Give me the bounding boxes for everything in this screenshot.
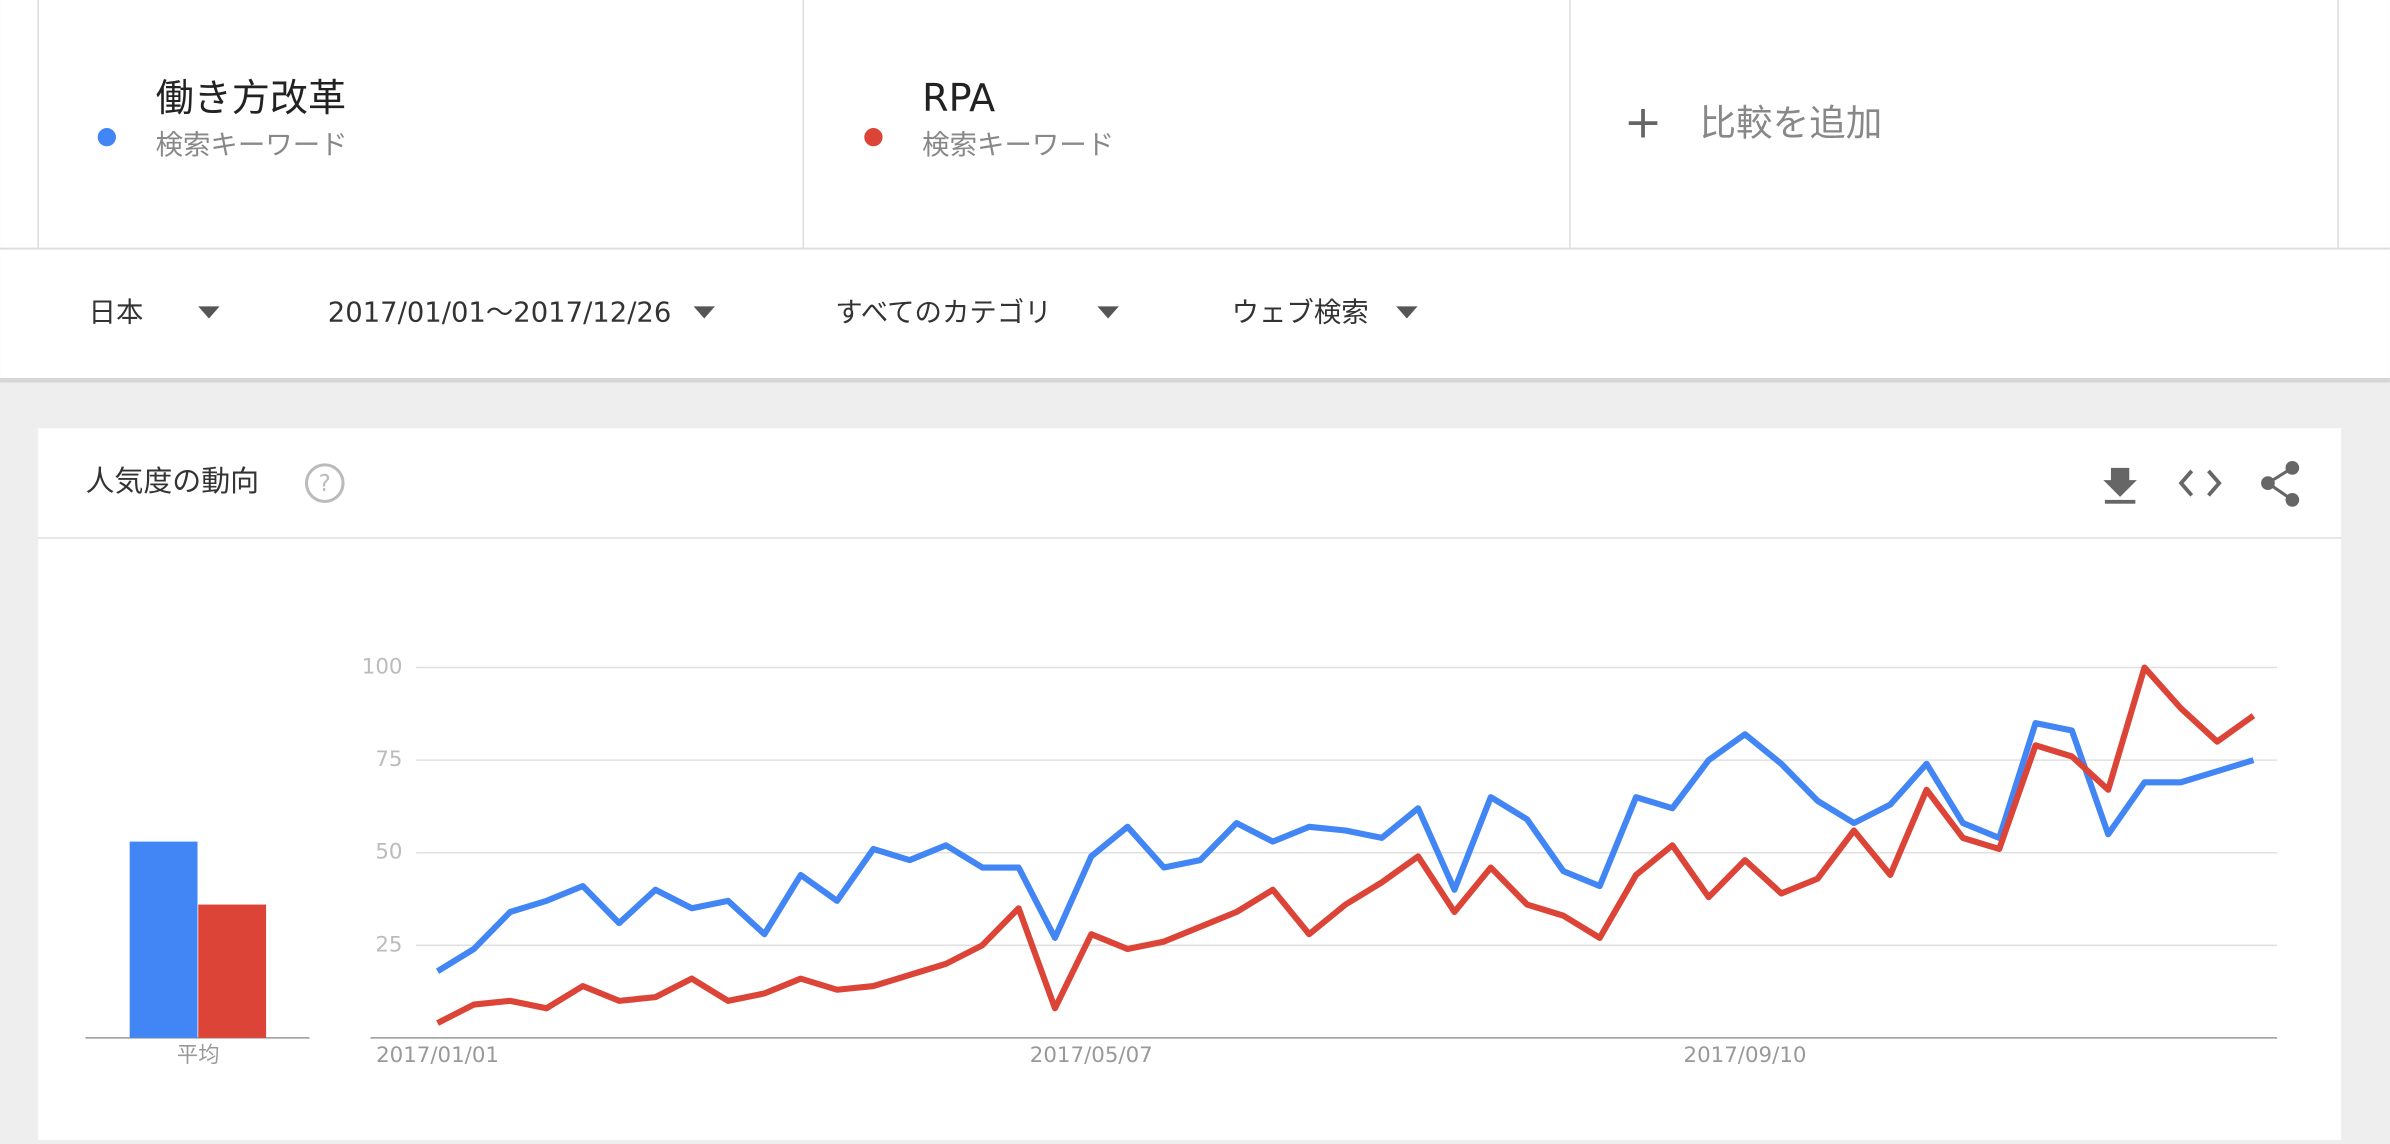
term-dot bbox=[864, 128, 883, 147]
filter[interactable]: 日本 bbox=[89, 297, 144, 328]
term-name[interactable]: 働き方改革 bbox=[156, 76, 346, 120]
filter[interactable]: 2017/01/01〜2017/12/26 bbox=[328, 297, 672, 328]
filter-bar bbox=[0, 249, 2390, 378]
y-tick-label: 50 bbox=[375, 840, 402, 865]
filter[interactable]: すべてのカテゴリ bbox=[835, 297, 1051, 328]
x-tick-label: 2017/05/07 bbox=[1030, 1043, 1153, 1068]
term-dot bbox=[97, 128, 116, 147]
filter-shadow bbox=[0, 377, 2390, 383]
add-compare[interactable]: 比較を追加 bbox=[1699, 101, 1882, 144]
card bbox=[38, 428, 2342, 1144]
card-title: 人気度の動向 bbox=[85, 464, 259, 498]
y-tick-label: 25 bbox=[375, 932, 402, 957]
trend-line bbox=[435, 720, 2255, 974]
download-icon[interactable] bbox=[2103, 467, 2137, 504]
dropdown-arrow bbox=[198, 306, 220, 319]
y-tick-label: 100 bbox=[362, 655, 403, 680]
average-bar bbox=[129, 841, 198, 1038]
dropdown-arrow bbox=[693, 306, 715, 319]
average-bar bbox=[198, 904, 267, 1038]
embed-icon[interactable] bbox=[2178, 469, 2222, 497]
term-dividers bbox=[0, 0, 2390, 250]
x-tick-label: 2017/01/01 bbox=[376, 1043, 499, 1068]
filter[interactable]: ウェブ検索 bbox=[1232, 297, 1369, 328]
term-bar bbox=[0, 0, 2390, 249]
plus-icon[interactable]: + bbox=[1624, 95, 1662, 148]
help-mark: ? bbox=[319, 471, 331, 497]
term-name[interactable]: RPA bbox=[922, 76, 995, 120]
term-sub: 検索キーワード bbox=[922, 130, 1114, 161]
share-icon[interactable] bbox=[2261, 461, 2300, 507]
term-sub: 検索キーワード bbox=[156, 130, 348, 161]
dropdown-arrow bbox=[1097, 306, 1119, 319]
dropdown-arrow bbox=[1396, 306, 1418, 319]
average-label: 平均 bbox=[177, 1043, 220, 1068]
help-icon[interactable] bbox=[304, 463, 345, 503]
y-tick-label: 75 bbox=[375, 747, 402, 772]
trend-line bbox=[436, 664, 2256, 1026]
x-tick-label: 2017/09/10 bbox=[1684, 1043, 1807, 1068]
